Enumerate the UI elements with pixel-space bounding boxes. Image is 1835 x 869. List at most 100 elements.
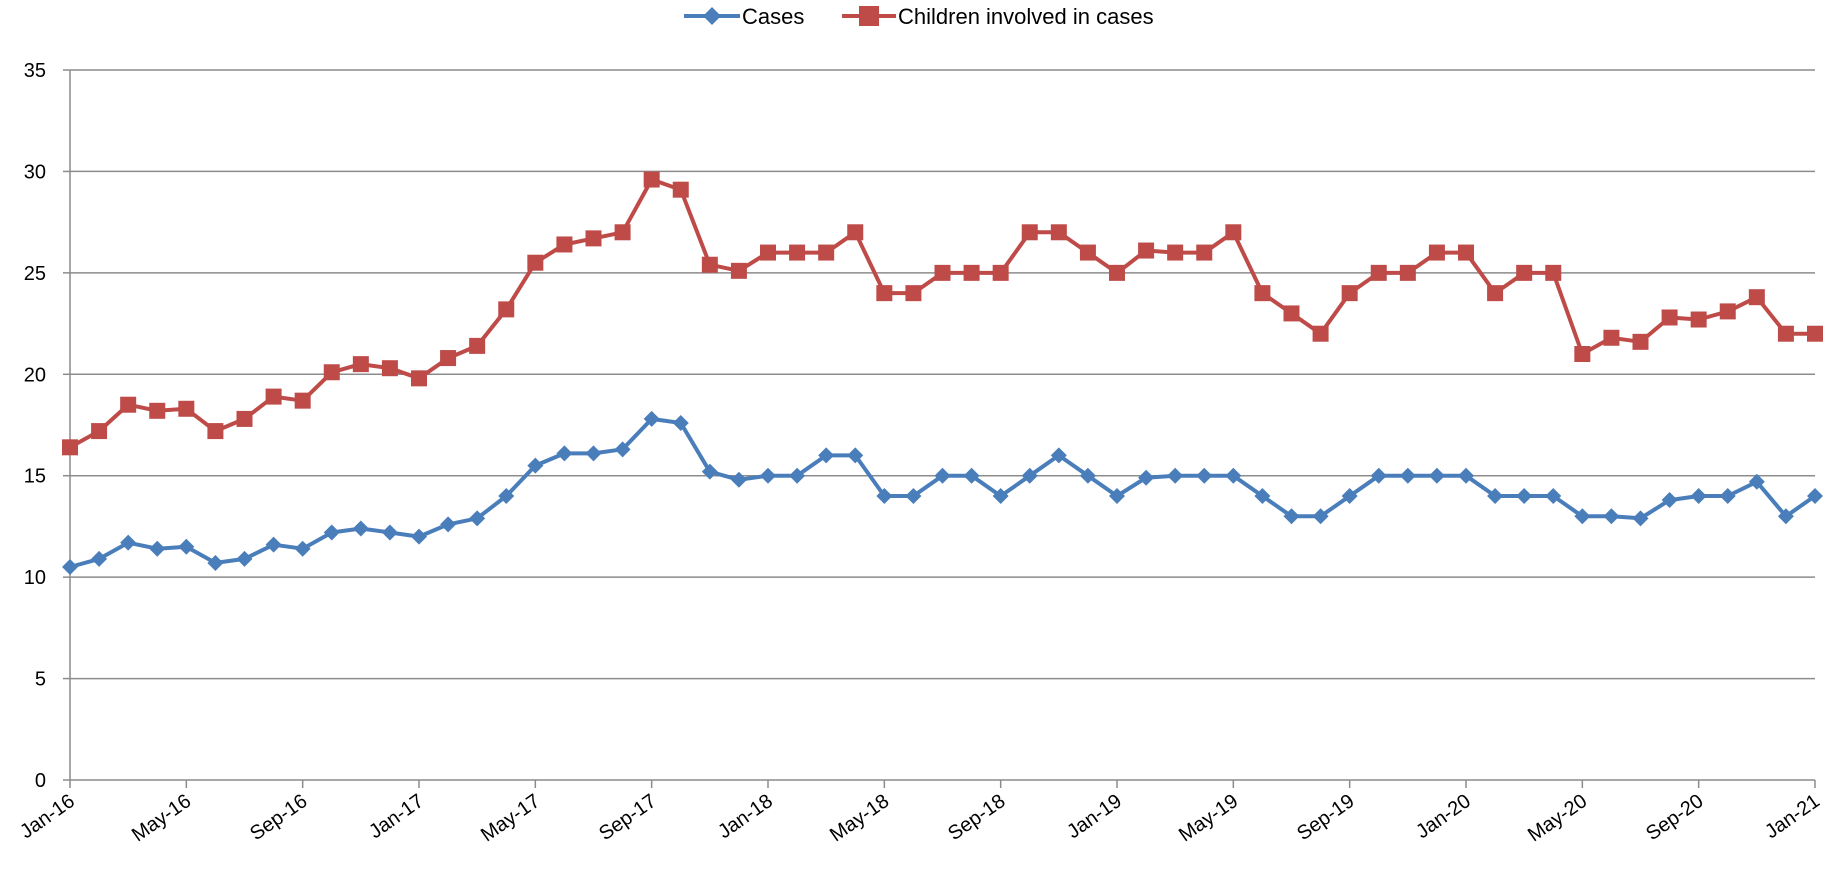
- data-point: [614, 441, 631, 458]
- data-point: [294, 392, 311, 409]
- data-point: [1661, 492, 1678, 509]
- data-point: [1545, 264, 1562, 281]
- data-point: [818, 447, 835, 464]
- data-point: [1370, 467, 1387, 484]
- x-tick-label: May-20: [1524, 790, 1591, 846]
- data-point: [411, 370, 427, 387]
- data-point: [1254, 285, 1271, 302]
- data-point: [1777, 325, 1794, 342]
- data-point: [469, 510, 486, 527]
- data-point: [381, 360, 398, 377]
- x-tick-label: May-18: [826, 790, 893, 846]
- data-point: [1021, 467, 1038, 484]
- data-point: [1312, 508, 1329, 525]
- data-point: [1748, 289, 1765, 306]
- data-point: [440, 516, 457, 533]
- data-point: [1574, 508, 1591, 525]
- legend: Cases Children involved in cases: [684, 4, 1154, 29]
- data-point: [1458, 244, 1474, 261]
- y-tick-label: 30: [24, 161, 46, 183]
- x-tick-label: Jan-16: [16, 790, 79, 843]
- data-point: [963, 264, 980, 281]
- data-point: [1777, 508, 1794, 525]
- data-point: [1690, 488, 1707, 504]
- data-point: [963, 467, 980, 484]
- data-point: [1138, 469, 1155, 486]
- data-point: [1690, 311, 1707, 328]
- series-line-1: [69, 177, 1815, 450]
- data-point: [1719, 303, 1736, 320]
- x-tick-label: Jan-20: [1412, 790, 1475, 843]
- data-point: [556, 445, 573, 462]
- y-tick-label: 10: [24, 567, 46, 589]
- data-point: [1109, 488, 1125, 504]
- data-point: [1632, 510, 1649, 527]
- y-tick-label: 25: [24, 263, 46, 285]
- data-point: [789, 467, 806, 484]
- data-point: [1138, 242, 1155, 259]
- data-point: [1807, 325, 1823, 342]
- data-point: [730, 262, 747, 279]
- data-point: [730, 471, 747, 488]
- data-point: [1167, 467, 1184, 484]
- data-point: [934, 264, 951, 281]
- data-point: [1545, 488, 1562, 504]
- y-tick-label: 20: [24, 364, 46, 386]
- y-tick-label: 15: [24, 466, 46, 488]
- data-point: [236, 550, 253, 567]
- x-tick-label: Jan-21: [1761, 790, 1824, 843]
- data-point: [1196, 467, 1213, 484]
- legend-children-label: Children involved in cases: [898, 4, 1154, 29]
- series-0: [62, 410, 1823, 575]
- data-point: [120, 534, 137, 551]
- y-tick-label: 5: [35, 669, 46, 691]
- data-point: [789, 244, 806, 261]
- data-point: [701, 463, 718, 480]
- x-tick-label: Jan-19: [1063, 790, 1126, 843]
- data-point: [149, 540, 166, 557]
- data-point: [120, 396, 137, 413]
- data-point: [1225, 224, 1242, 241]
- x-tick-label: Sep-20: [1642, 790, 1707, 845]
- data-point: [91, 423, 108, 440]
- data-point: [1719, 488, 1736, 504]
- x-tick-label: Jan-17: [365, 790, 428, 843]
- data-point: [352, 356, 369, 373]
- data-point: [498, 488, 515, 504]
- data-point: [1050, 447, 1067, 464]
- data-point: [818, 244, 835, 261]
- data-point: [236, 410, 253, 427]
- legend-cases-label: Cases: [742, 4, 804, 29]
- x-tick-label: May-17: [477, 790, 544, 846]
- series-1: [62, 171, 1823, 456]
- data-point: [1225, 467, 1242, 484]
- data-point: [91, 550, 108, 567]
- data-point: [585, 230, 602, 247]
- data-point: [1254, 488, 1271, 504]
- data-point: [1341, 488, 1358, 504]
- data-point: [527, 254, 544, 271]
- data-point: [1167, 244, 1184, 261]
- x-tick-label: May-19: [1175, 790, 1242, 846]
- data-point: [905, 488, 922, 504]
- data-point: [1050, 224, 1067, 241]
- data-point: [934, 467, 951, 484]
- data-point: [1428, 244, 1445, 261]
- data-point: [527, 457, 544, 474]
- data-point: [469, 337, 486, 354]
- data-point: [556, 236, 573, 253]
- data-point: [614, 224, 631, 241]
- data-point: [265, 536, 282, 553]
- x-tick-label: Jan-18: [714, 790, 777, 843]
- data-point: [149, 402, 166, 419]
- data-point: [1458, 467, 1474, 484]
- x-tick-label: Sep-19: [1293, 790, 1358, 845]
- data-point: [1283, 508, 1300, 525]
- data-point: [1748, 473, 1765, 490]
- data-point: [265, 388, 282, 405]
- legend-cases-marker: [703, 7, 721, 25]
- data-point: [1487, 285, 1504, 302]
- data-point: [323, 364, 340, 381]
